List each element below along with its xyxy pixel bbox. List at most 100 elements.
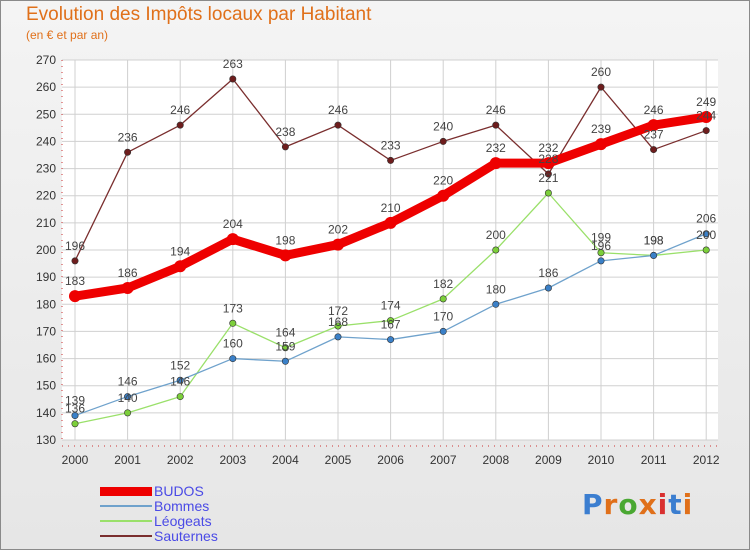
data-label-logeats: 140 bbox=[118, 391, 138, 405]
legend-swatch-sauternes bbox=[100, 535, 152, 537]
x-tick-label: 2001 bbox=[114, 453, 141, 467]
data-label-bommes: 146 bbox=[118, 375, 138, 389]
data-label-bommes: 180 bbox=[486, 282, 506, 296]
data-point-sauternes bbox=[439, 137, 447, 145]
data-label-sauternes: 236 bbox=[118, 130, 138, 144]
chart-subtitle: (en € et par an) bbox=[26, 28, 109, 42]
y-tick-label: 170 bbox=[36, 324, 56, 338]
data-point-sauternes bbox=[334, 121, 342, 129]
y-tick-label: 270 bbox=[36, 53, 56, 67]
y-tick-label: 190 bbox=[36, 270, 56, 284]
data-point-budos bbox=[332, 238, 344, 251]
data-label-bommes: 186 bbox=[538, 266, 558, 280]
data-label-budos: 186 bbox=[118, 266, 138, 280]
data-point-budos bbox=[595, 138, 607, 151]
data-point-bommes bbox=[334, 333, 342, 341]
data-point-bommes bbox=[439, 327, 447, 335]
data-point-budos bbox=[700, 111, 713, 123]
data-label-budos: 239 bbox=[591, 122, 611, 136]
data-label-sauternes: 237 bbox=[644, 128, 664, 142]
data-point-logeats bbox=[71, 420, 79, 428]
data-point-bommes bbox=[492, 300, 500, 308]
data-point-bommes bbox=[281, 357, 289, 365]
legend-label-logeats: Léogeats bbox=[154, 513, 212, 529]
legend-label-budos: BUDOS bbox=[154, 483, 204, 499]
data-label-budos: 183 bbox=[65, 274, 85, 288]
data-label-bommes: 168 bbox=[328, 315, 348, 329]
legend-swatch-logeats bbox=[100, 520, 152, 522]
data-point-bommes bbox=[71, 412, 79, 420]
data-label-sauternes: 196 bbox=[65, 239, 85, 253]
data-point-sauternes bbox=[650, 146, 658, 154]
x-tick-label: 2000 bbox=[62, 453, 89, 467]
data-point-bommes bbox=[387, 336, 395, 344]
y-tick-label: 210 bbox=[36, 216, 56, 230]
legend-label-sauternes: Sauternes bbox=[154, 528, 218, 544]
data-point-logeats bbox=[597, 249, 605, 257]
data-label-bommes: 160 bbox=[223, 337, 243, 351]
data-label-budos: 220 bbox=[433, 174, 453, 188]
data-label-budos: 246 bbox=[644, 103, 664, 117]
data-label-bommes: 198 bbox=[644, 233, 664, 247]
data-label-logeats: 173 bbox=[223, 301, 243, 315]
data-point-sauternes bbox=[176, 121, 184, 129]
x-tick-label: 2008 bbox=[482, 453, 509, 467]
x-tick-label: 2007 bbox=[430, 453, 457, 467]
data-point-logeats bbox=[492, 246, 500, 254]
data-point-budos bbox=[384, 216, 397, 229]
data-point-logeats bbox=[439, 295, 447, 303]
data-point-budos bbox=[542, 157, 555, 170]
logo-letter: P bbox=[582, 488, 604, 521]
logo-letter: t bbox=[668, 488, 683, 521]
data-point-budos bbox=[226, 233, 239, 246]
data-label-logeats: 172 bbox=[328, 304, 348, 318]
data-label-logeats: 221 bbox=[538, 171, 558, 185]
data-label-logeats: 136 bbox=[65, 402, 85, 416]
chart-title: Evolution des Impôts locaux par Habitant bbox=[26, 4, 372, 25]
data-point-bommes bbox=[176, 376, 184, 384]
data-point-logeats bbox=[387, 317, 395, 325]
data-label-budos: 202 bbox=[328, 223, 348, 237]
y-tick-label: 160 bbox=[36, 352, 56, 366]
y-tick-label: 200 bbox=[36, 243, 56, 257]
data-point-sauternes bbox=[281, 143, 289, 151]
legend-swatch-bommes bbox=[100, 505, 152, 507]
data-label-logeats: 174 bbox=[381, 299, 401, 313]
data-label-budos: 210 bbox=[381, 201, 401, 215]
x-tick-label: 2011 bbox=[641, 453, 667, 467]
data-point-sauternes bbox=[597, 83, 605, 91]
data-point-budos bbox=[489, 157, 502, 170]
proxiti-logo: Proxiti bbox=[582, 488, 693, 521]
data-label-logeats: 182 bbox=[433, 277, 453, 291]
y-tick-label: 180 bbox=[36, 297, 56, 311]
logo-letter: i bbox=[682, 488, 694, 521]
data-point-sauternes bbox=[702, 127, 710, 135]
data-label-logeats: 146 bbox=[170, 375, 190, 389]
data-label-bommes: 170 bbox=[433, 309, 453, 323]
data-point-sauternes bbox=[387, 156, 395, 164]
x-tick-label: 2003 bbox=[219, 453, 246, 467]
data-point-sauternes bbox=[229, 75, 237, 83]
data-label-bommes: 206 bbox=[696, 212, 716, 226]
data-point-logeats bbox=[124, 409, 132, 417]
logo-letter: i bbox=[657, 488, 669, 521]
data-label-logeats: 164 bbox=[275, 326, 295, 340]
data-label-budos: 232 bbox=[538, 141, 558, 155]
data-point-budos bbox=[174, 260, 187, 273]
x-tick-label: 2010 bbox=[588, 453, 615, 467]
x-tick-label: 2006 bbox=[377, 453, 404, 467]
data-point-bommes bbox=[650, 251, 658, 259]
data-label-logeats: 198 bbox=[644, 233, 664, 247]
data-point-logeats bbox=[544, 189, 552, 197]
data-label-logeats: 200 bbox=[486, 228, 506, 242]
data-point-bommes bbox=[702, 230, 710, 238]
data-label-budos: 198 bbox=[275, 233, 295, 247]
data-label-sauternes: 238 bbox=[275, 125, 295, 139]
data-point-logeats bbox=[334, 322, 342, 330]
legend-swatch-budos bbox=[100, 486, 152, 496]
data-point-bommes bbox=[229, 355, 237, 363]
data-point-sauternes bbox=[71, 257, 79, 265]
data-label-sauternes: 240 bbox=[433, 119, 453, 133]
y-tick-label: 130 bbox=[36, 433, 56, 447]
